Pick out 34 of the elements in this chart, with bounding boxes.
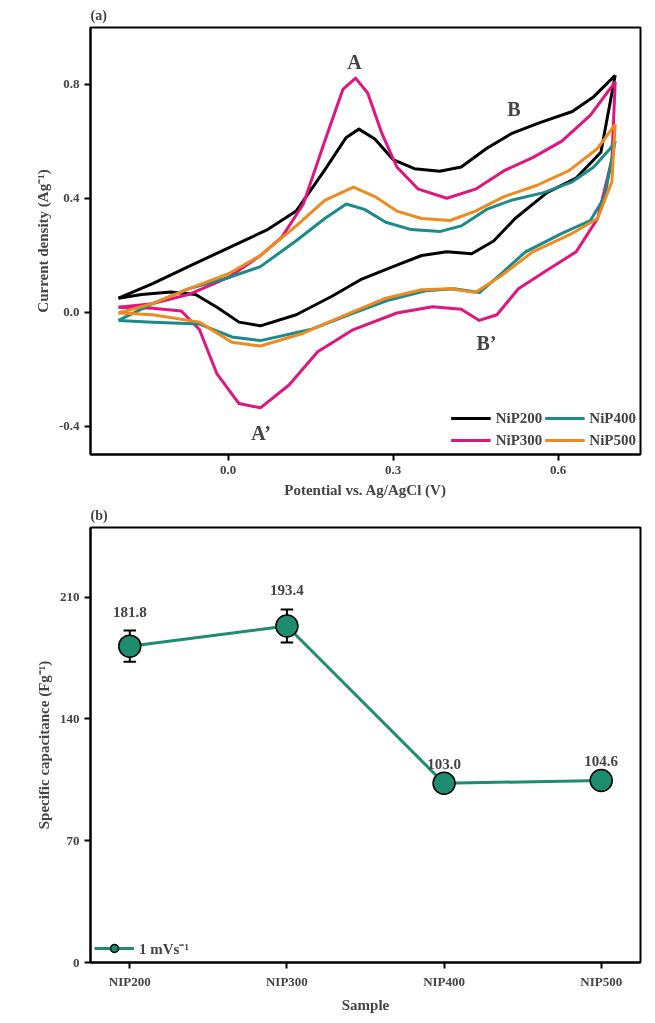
x-tick-label: 0.6 [549, 461, 567, 477]
x-tick-label: 0.0 [219, 461, 237, 477]
data-label: 193.4 [270, 582, 305, 599]
y-tick-label: 140 [60, 710, 80, 726]
legend-label: NiP500 [589, 431, 636, 449]
y-tick-label: 210 [60, 589, 80, 605]
x-tick-label: 0.3 [384, 461, 402, 477]
x-axis-title: Sample [341, 996, 390, 1013]
annotation: A’ [251, 422, 271, 445]
legend-label: NiP400 [589, 409, 636, 427]
annotation: A [347, 50, 363, 73]
y-axis-title: Specific capacitance (Fg⁻¹) [36, 660, 53, 830]
y-tick-label: 0.4 [63, 190, 80, 206]
chart-title: (a) [90, 7, 108, 24]
legend-label: NiP200 [495, 409, 543, 427]
y-tick-label: -0.4 [58, 418, 80, 434]
annotation: B [507, 97, 521, 120]
x-axis-title: Potential vs. Ag/AgCl (V) [284, 481, 446, 499]
legend-label: 1 mVs⁻¹ [139, 940, 189, 958]
y-tick-label: 70 [66, 832, 80, 848]
y-axis-title: Current density (Ag⁻¹) [34, 169, 52, 313]
annotation: B’ [476, 332, 497, 355]
chart-title: (b) [90, 507, 108, 524]
x-tick-label: NIP200 [108, 973, 151, 989]
data-label: 103.0 [427, 756, 461, 773]
data-label: 104.6 [584, 753, 619, 770]
y-tick-label: 0.8 [63, 76, 80, 92]
data-label: 181.8 [112, 603, 147, 620]
y-tick-label: 0 [73, 954, 80, 970]
x-tick-label: NIP500 [580, 973, 623, 989]
x-tick-label: NIP300 [265, 973, 308, 989]
x-tick-label: NIP400 [423, 973, 466, 989]
legend-label: NiP300 [495, 431, 543, 449]
y-tick-label: 0.0 [63, 304, 80, 320]
